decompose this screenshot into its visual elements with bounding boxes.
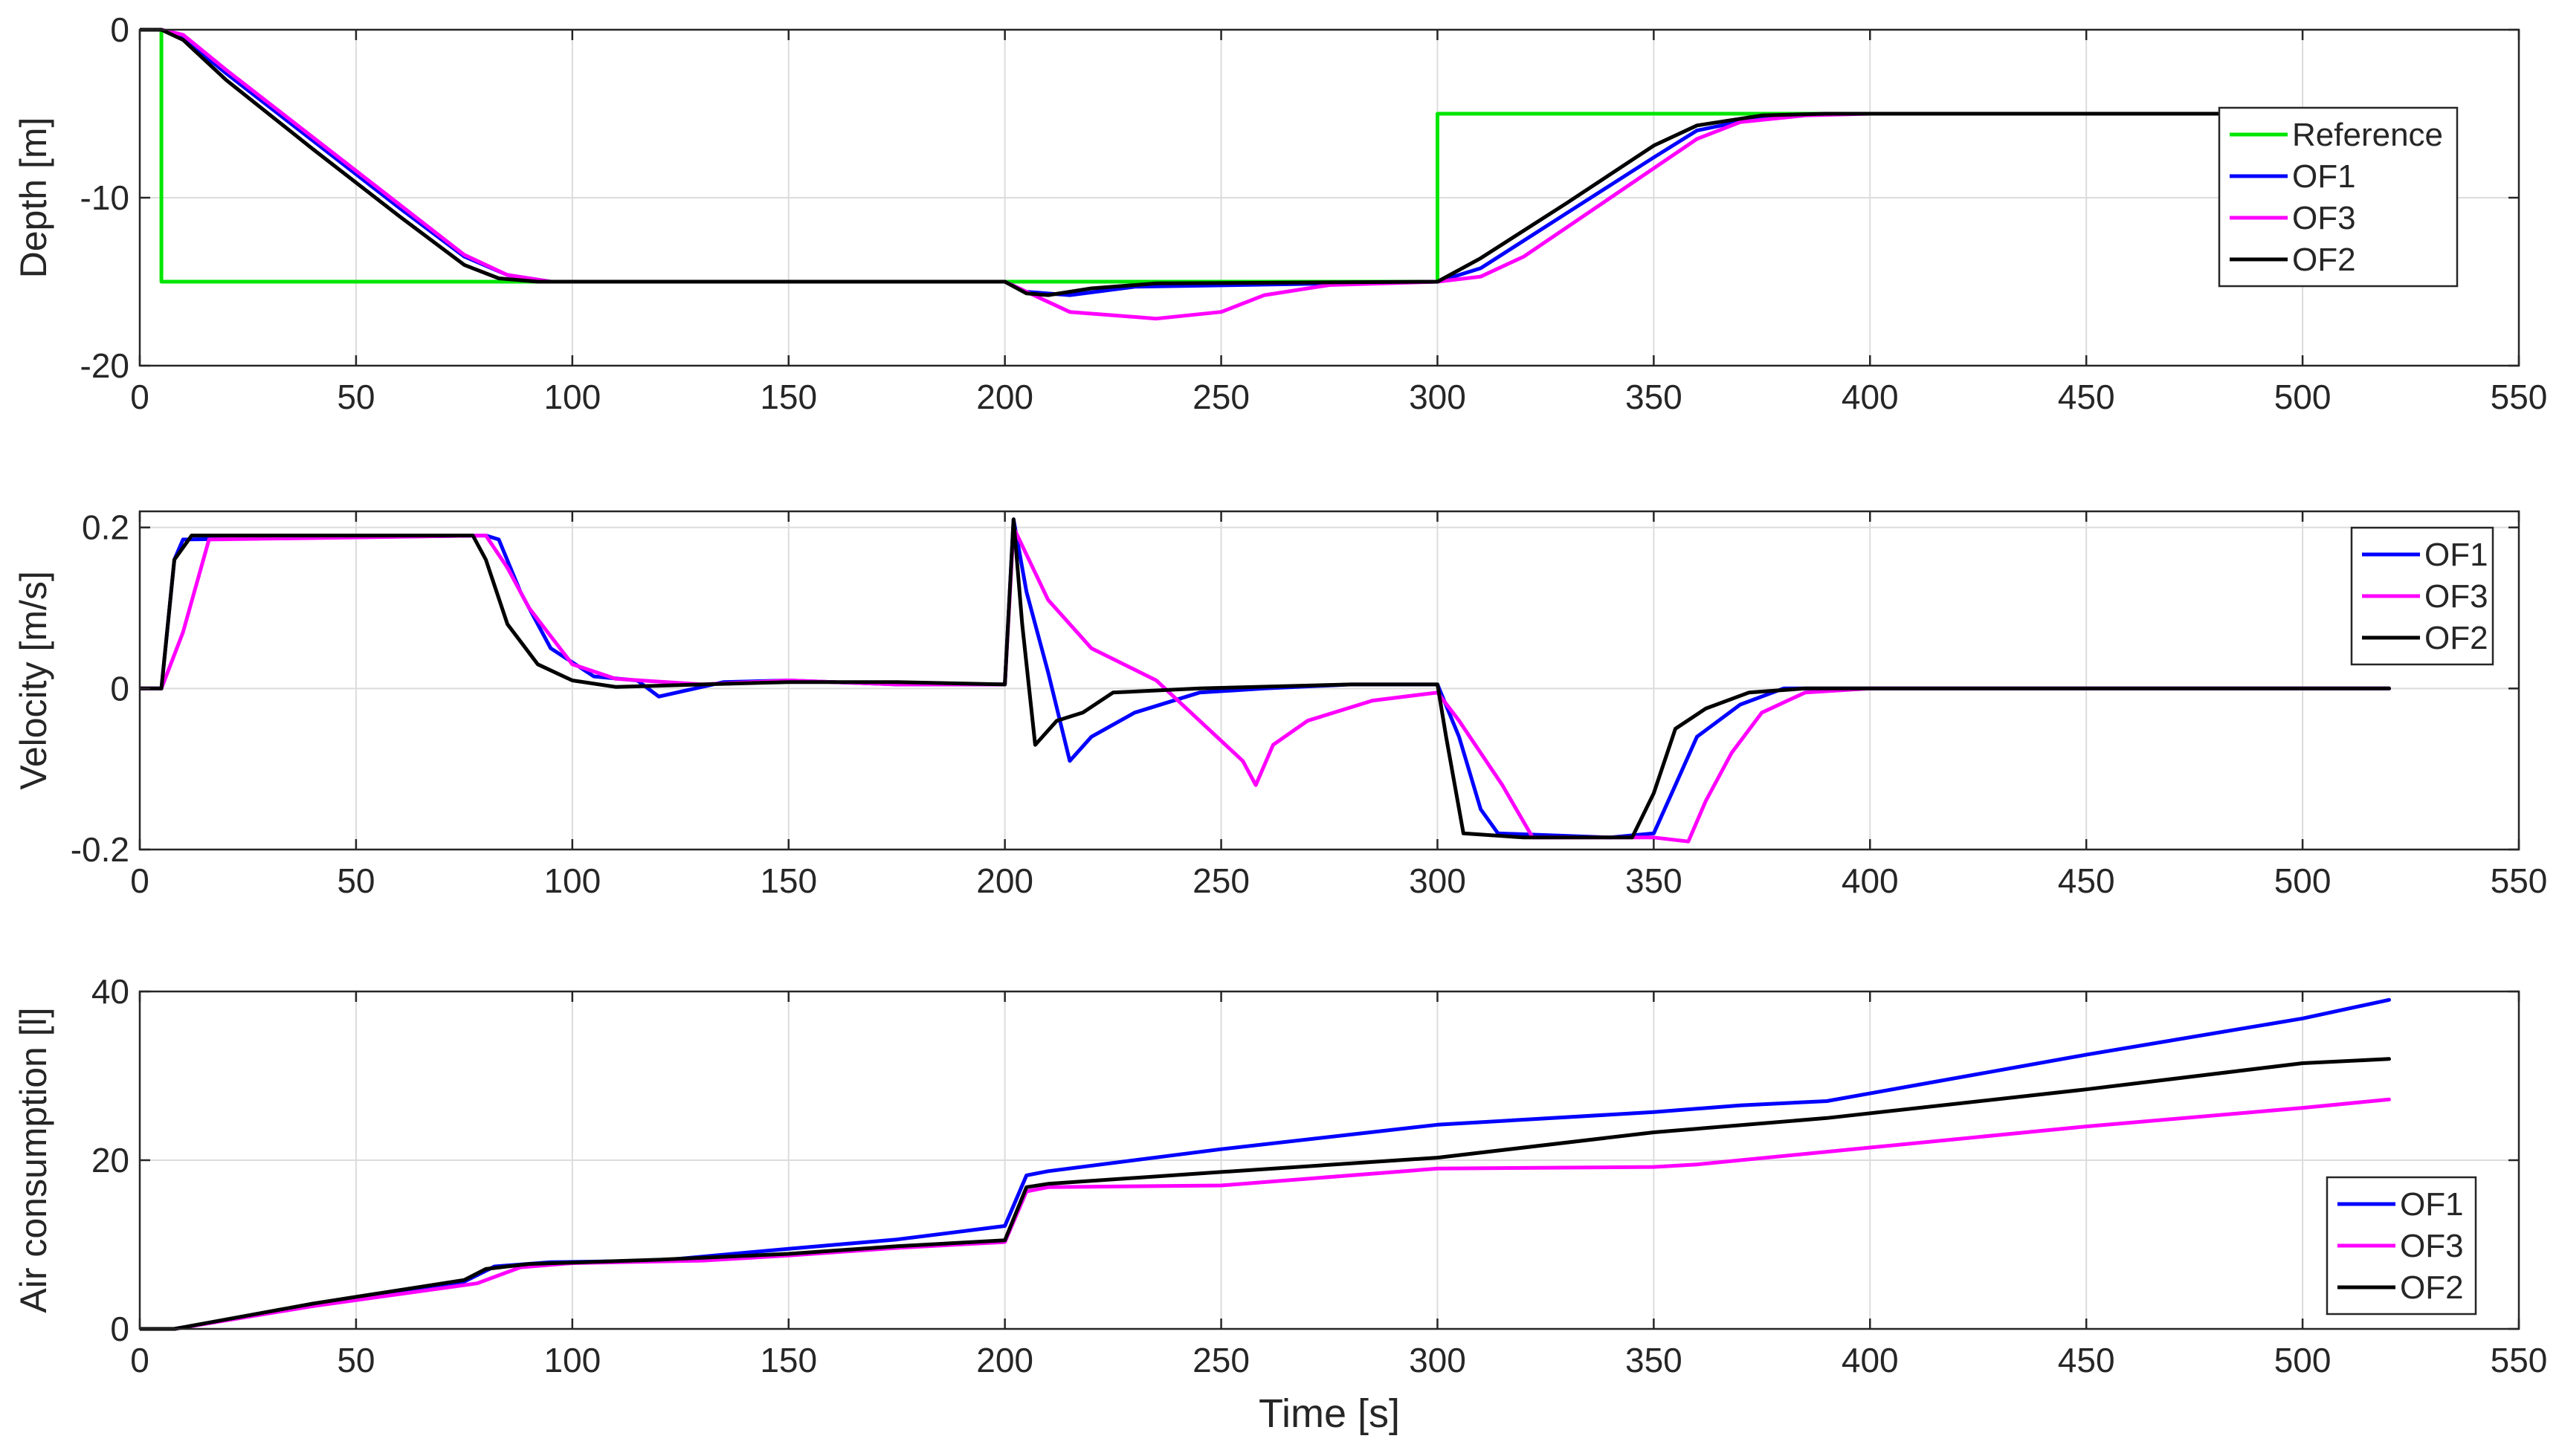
x-tick-label: 500 xyxy=(2274,1341,2332,1379)
legend: OF1 OF3 OF2 xyxy=(2326,1176,2477,1316)
x-tick-label: 500 xyxy=(2274,861,2332,900)
x-tick-label: 450 xyxy=(2058,378,2115,416)
x-tick-label: 50 xyxy=(337,861,375,900)
x-tick-label: 400 xyxy=(1842,1341,1899,1379)
x-tick-label: 100 xyxy=(543,861,601,900)
y-axis-label: Air consumption [l] xyxy=(13,1007,54,1313)
x-tick-label: 250 xyxy=(1193,861,1250,900)
legend-label-reference: Reference xyxy=(2292,117,2443,153)
legend-label-of1: OF1 xyxy=(2400,1186,2464,1223)
y-tick-label: 0 xyxy=(110,669,129,708)
y-axis-label: Velocity [m/s] xyxy=(13,571,54,790)
x-tick-label: 550 xyxy=(2491,861,2548,900)
x-tick-label: 0 xyxy=(130,1341,149,1379)
series-line-of1 xyxy=(140,997,2391,1331)
y-tick-label: 40 xyxy=(91,972,129,1011)
legend-box xyxy=(2218,106,2459,288)
y-tick-label: -10 xyxy=(80,178,129,217)
axes-box xyxy=(138,510,2520,851)
x-tick-label: 400 xyxy=(1842,861,1899,900)
x-tick-label: 200 xyxy=(976,378,1033,416)
legend-box xyxy=(2326,1176,2477,1316)
series-line-of1 xyxy=(140,517,2391,840)
series-line-of1 xyxy=(140,27,2391,297)
legend-label-of1: OF1 xyxy=(2424,537,2488,573)
y-tick-label: -0.2 xyxy=(71,830,129,869)
legend-label-of2: OF2 xyxy=(2424,620,2488,656)
legend-label-of3: OF3 xyxy=(2292,200,2356,236)
series-line-of2 xyxy=(140,27,2391,297)
x-tick-label: 150 xyxy=(760,861,817,900)
x-tick-label: 500 xyxy=(2274,378,2332,416)
x-tick-label: 300 xyxy=(1409,861,1466,900)
legend: Reference OF1 OF3 OF2 xyxy=(2218,106,2459,288)
y-axis-label: Depth [m] xyxy=(13,117,54,279)
x-tick-label: 100 xyxy=(543,378,601,416)
depth-plot: 0 50 100 150 200 250 300 350 400 450 500 550 0 -10 -20… xyxy=(13,10,2547,416)
series-line-of2 xyxy=(140,517,2391,840)
y-tick-label: -20 xyxy=(80,346,129,385)
legend-label-of1: OF1 xyxy=(2292,158,2356,195)
series-line-reference xyxy=(140,27,2391,284)
x-tick-label: 350 xyxy=(1625,378,1682,416)
x-tick-label: 400 xyxy=(1842,378,1899,416)
x-tick-label: 50 xyxy=(337,378,375,416)
x-axis-label: Time [s] xyxy=(1259,1391,1400,1436)
y-tick-label: 0 xyxy=(110,10,129,49)
x-tick-label: 300 xyxy=(1409,378,1466,416)
x-tick-label: 300 xyxy=(1409,1341,1466,1379)
x-tick-label: 350 xyxy=(1625,1341,1682,1379)
x-tick-label: 350 xyxy=(1625,861,1682,900)
x-tick-label: 450 xyxy=(2058,1341,2115,1379)
legend-label-of2: OF2 xyxy=(2292,242,2356,278)
series-line-of3 xyxy=(140,27,2391,321)
x-tick-label: 50 xyxy=(337,1341,375,1379)
y-tick-label: 0.2 xyxy=(82,508,129,547)
x-tick-label: 0 xyxy=(130,861,149,900)
x-tick-label: 200 xyxy=(976,1341,1033,1379)
x-tick-label: 0 xyxy=(130,378,149,416)
legend-label-of2: OF2 xyxy=(2400,1269,2464,1306)
legend: OF1 OF3 OF2 xyxy=(2350,526,2494,666)
series-line-of2 xyxy=(140,1057,2391,1331)
x-tick-label: 450 xyxy=(2058,861,2115,900)
x-tick-label: 150 xyxy=(760,1341,817,1379)
legend-label-of3: OF3 xyxy=(2400,1228,2464,1264)
x-tick-label: 250 xyxy=(1193,1341,1250,1379)
x-tick-label: 100 xyxy=(543,1341,601,1379)
y-tick-label: 0 xyxy=(110,1310,129,1348)
x-tick-label: 200 xyxy=(976,861,1033,900)
air-consumption-plot: 0 50 100 150 200 250 300 350 400 450 500 550 0 20 40 Ai… xyxy=(13,972,2547,1436)
velocity-plot: 0 50 100 150 200 250 300 350 400 450 500 5500.20-0.… xyxy=(13,508,2547,900)
x-tick-label: 150 xyxy=(760,378,817,416)
legend-label-of3: OF3 xyxy=(2424,578,2488,615)
x-tick-label: 550 xyxy=(2491,378,2548,416)
series-line-of3 xyxy=(140,525,2391,844)
x-tick-label: 550 xyxy=(2491,1341,2548,1379)
series-line-of3 xyxy=(140,1097,2391,1331)
y-tick-label: 20 xyxy=(91,1141,129,1180)
x-tick-label: 250 xyxy=(1193,378,1250,416)
